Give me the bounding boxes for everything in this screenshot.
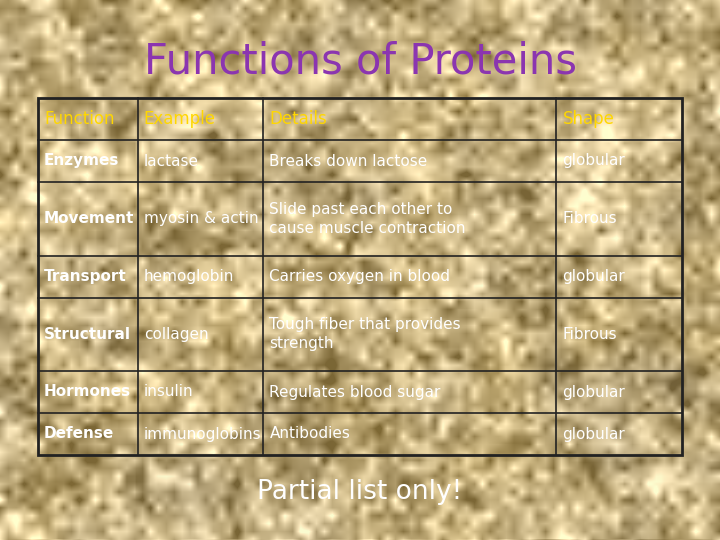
Text: Structural: Structural	[44, 327, 131, 342]
Text: globular: globular	[562, 427, 625, 442]
Text: Enzymes: Enzymes	[44, 153, 120, 168]
Text: Breaks down lactose: Breaks down lactose	[269, 153, 428, 168]
Text: Regulates blood sugar: Regulates blood sugar	[269, 384, 441, 400]
Text: myosin & actin: myosin & actin	[144, 211, 258, 226]
Text: insulin: insulin	[144, 384, 194, 400]
Text: Details: Details	[269, 110, 327, 128]
Text: Fibrous: Fibrous	[562, 211, 617, 226]
Text: Function: Function	[44, 110, 114, 128]
Text: globular: globular	[562, 384, 625, 400]
Text: Carries oxygen in blood: Carries oxygen in blood	[269, 269, 451, 284]
Text: Tough fiber that provides
strength: Tough fiber that provides strength	[269, 318, 461, 351]
Text: Transport: Transport	[44, 269, 127, 284]
Text: Defense: Defense	[44, 427, 114, 442]
Text: Fibrous: Fibrous	[562, 327, 617, 342]
Text: Partial list only!: Partial list only!	[257, 479, 463, 505]
Text: Antibodies: Antibodies	[269, 427, 350, 442]
Text: Shape: Shape	[562, 110, 614, 128]
Text: lactase: lactase	[144, 153, 199, 168]
Text: globular: globular	[562, 153, 625, 168]
Bar	[38, 98, 682, 455]
Text: collagen: collagen	[144, 327, 209, 342]
Text: globular: globular	[562, 269, 625, 284]
Text: Movement: Movement	[44, 211, 135, 226]
Text: Hormones: Hormones	[44, 384, 131, 400]
Text: hemoglobin: hemoglobin	[144, 269, 234, 284]
Text: Example: Example	[144, 110, 216, 128]
Text: immunoglobins: immunoglobins	[144, 427, 261, 442]
Text: Slide past each other to
cause muscle contraction: Slide past each other to cause muscle co…	[269, 202, 466, 235]
Text: Functions of Proteins: Functions of Proteins	[143, 41, 577, 83]
